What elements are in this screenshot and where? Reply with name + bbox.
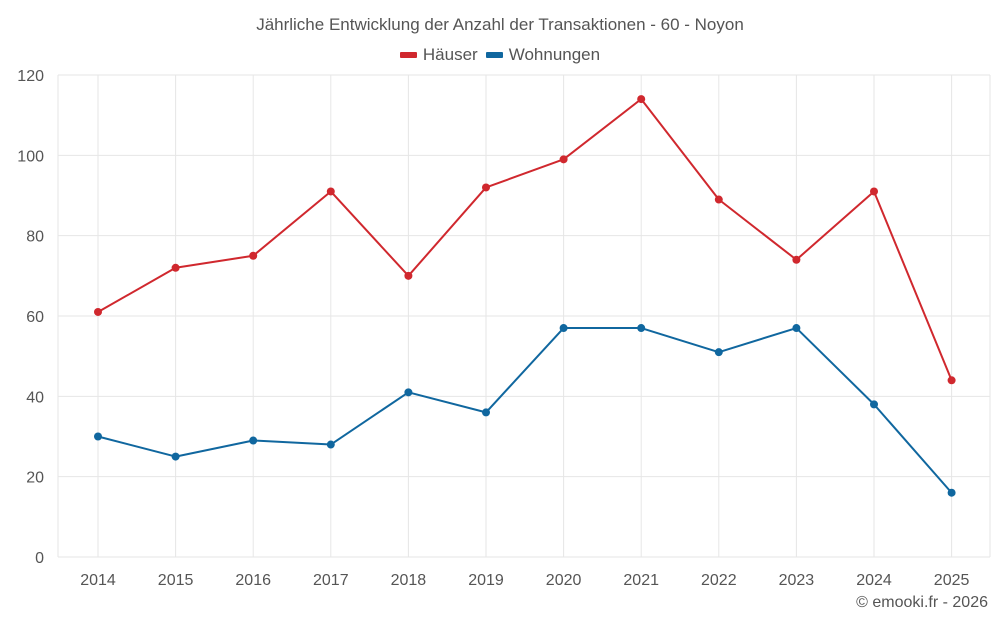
data-point-apartments-2024 [870,400,878,409]
legend-item-houses[interactable]: Häuser [399,45,478,65]
chart-title: Jährliche Entwicklung der Anzahl der Tra… [256,15,744,34]
data-point-houses-2019 [482,183,490,192]
y-tick-label-60: 60 [26,309,44,326]
data-point-apartments-2019 [482,408,490,417]
x-tick-label-2014: 2014 [80,572,116,589]
legend-swatch-apartments [485,52,503,58]
data-point-apartments-2020 [559,324,568,333]
legend-label-houses: Häuser [422,45,478,64]
x-tick-label-2024: 2024 [856,572,892,589]
data-point-houses-2017 [326,187,335,196]
data-point-apartments-2025 [947,488,956,497]
y-tick-label-120: 120 [17,68,44,85]
series-line-apartments [97,327,953,494]
data-point-houses-2015 [171,263,180,272]
x-tick-label-2021: 2021 [623,572,659,589]
x-tick-label-2016: 2016 [235,572,271,589]
x-tick-label-2022: 2022 [701,572,737,589]
data-point-houses-2023 [792,255,801,264]
series-line-houses [97,98,953,381]
y-tick-label-0: 0 [35,550,44,567]
y-tick-label-20: 20 [26,470,44,487]
data-point-houses-2022 [714,195,723,204]
data-point-houses-2025 [947,376,956,385]
legend-label-apartments: Wohnungen [508,45,601,64]
x-tick-label-2025: 2025 [934,572,970,589]
data-point-houses-2020 [559,155,568,164]
data-point-houses-2014 [94,307,102,316]
x-tick-label-2017: 2017 [313,572,349,589]
copyright-credit: © emooki.fr - 2026 [856,594,988,611]
data-point-houses-2024 [870,187,878,196]
x-tick-label-2019: 2019 [468,572,504,589]
data-point-apartments-2014 [94,432,102,441]
data-point-apartments-2021 [637,324,646,333]
legend: Häuser Wohnungen [0,45,1000,65]
data-point-apartments-2018 [404,388,413,397]
data-point-houses-2016 [249,251,258,260]
y-tick-label-80: 80 [26,229,44,246]
data-point-houses-2018 [404,271,413,280]
y-tick-label-100: 100 [17,148,44,165]
x-tick-label-2023: 2023 [779,572,815,589]
x-tick-label-2015: 2015 [158,572,194,589]
legend-swatch-houses [399,52,417,58]
data-point-apartments-2015 [171,452,180,461]
data-point-apartments-2016 [249,436,258,445]
data-point-houses-2021 [637,95,646,104]
data-point-apartments-2022 [714,348,723,357]
data-point-apartments-2017 [326,440,335,449]
x-tick-label-2020: 2020 [546,572,582,589]
y-tick-label-40: 40 [26,389,44,406]
data-point-apartments-2023 [792,324,801,333]
x-tick-label-2018: 2018 [391,572,427,589]
legend-item-apartments[interactable]: Wohnungen [485,45,601,65]
